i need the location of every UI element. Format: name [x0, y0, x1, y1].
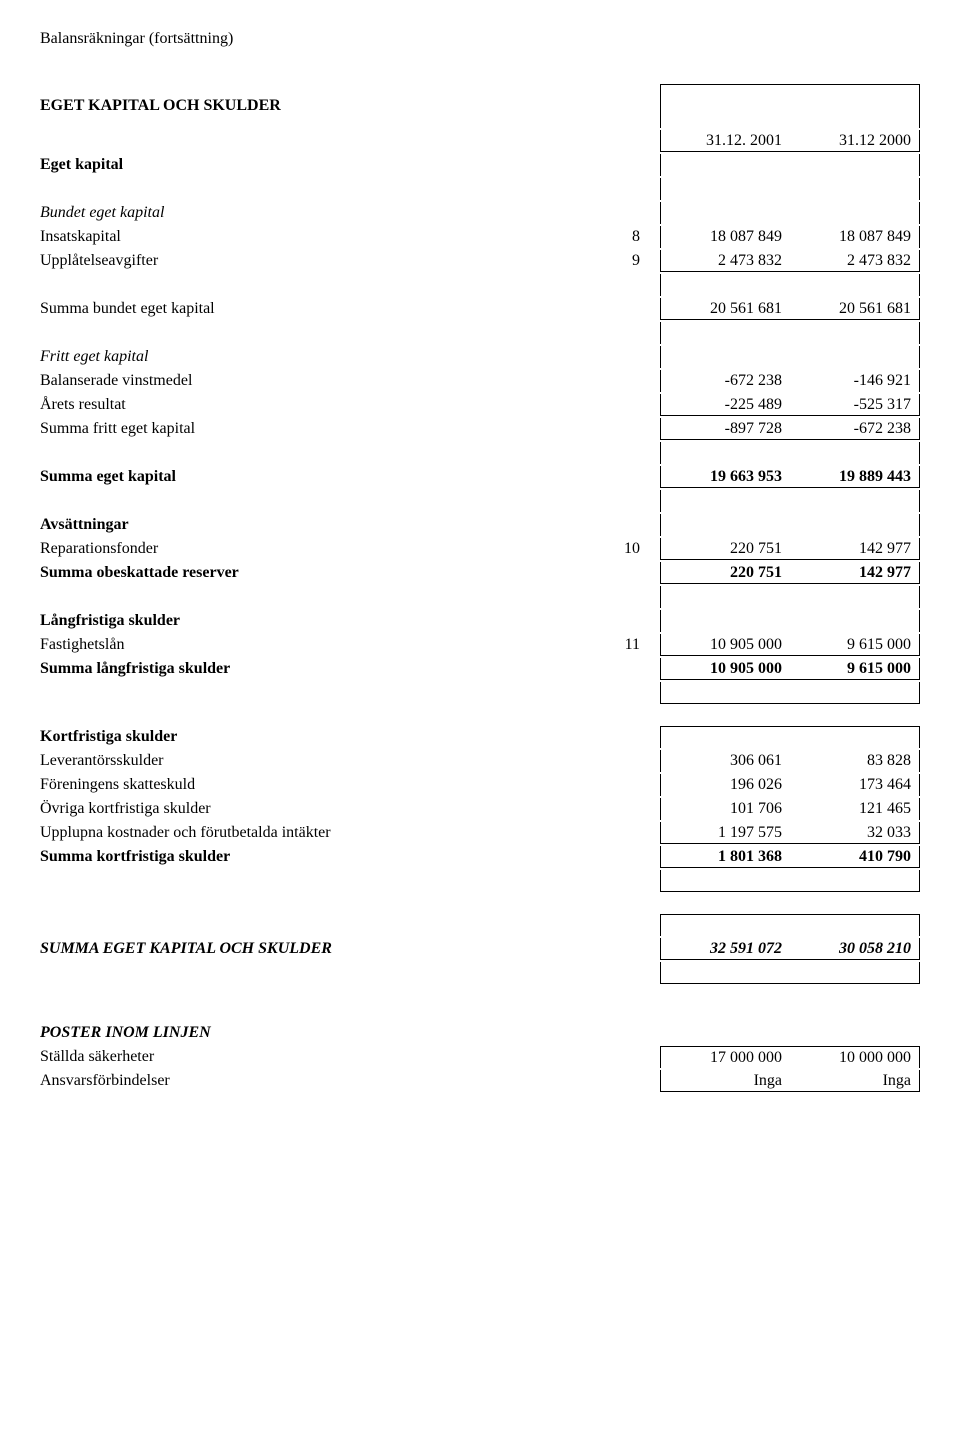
- summa-kortfristiga-row: Summa kortfristiga skulder 1 801 368 410…: [40, 846, 920, 868]
- row-val1: 2 473 832: [660, 250, 790, 272]
- row-val2: 32 033: [790, 822, 920, 844]
- row-val2: 10 000 000: [790, 1046, 920, 1068]
- row-val1: 1 801 368: [660, 846, 790, 868]
- row-val2: -525 317: [790, 394, 920, 416]
- ovriga-kortfr-row: Övriga kortfristiga skulder 101 706 121 …: [40, 798, 920, 820]
- summa-fritt-row: Summa fritt eget kapital -897 728 -672 2…: [40, 418, 920, 440]
- summa-langfristiga-row: Summa långfristiga skulder 10 905 000 9 …: [40, 658, 920, 680]
- row-val1: Inga: [660, 1070, 790, 1092]
- avsattningar-heading: Avsättningar: [40, 514, 600, 536]
- row-note: 11: [600, 634, 660, 656]
- stallda-row: Ställda säkerheter 17 000 000 10 000 000: [40, 1046, 920, 1068]
- row-val2: 9 615 000: [790, 658, 920, 680]
- row-val1: 196 026: [660, 774, 790, 796]
- row-note: 9: [600, 250, 660, 272]
- main-heading-row: EGET KAPITAL OCH SKULDER: [40, 84, 920, 128]
- skatteskuld-row: Föreningens skatteskuld 196 026 173 464: [40, 774, 920, 796]
- row-val1: 17 000 000: [660, 1046, 790, 1068]
- bundet-heading: Bundet eget kapital: [40, 202, 600, 224]
- date-col1: 31.12. 2001: [660, 130, 790, 152]
- avsattningar-heading-row: Avsättningar: [40, 514, 920, 536]
- row-val2: 142 977: [790, 562, 920, 584]
- row-val2: 2 473 832: [790, 250, 920, 272]
- row-label: Upplåtelseavgifter: [40, 250, 600, 272]
- langfristiga-heading: Långfristiga skulder: [40, 610, 600, 632]
- row-label: Balanserade vinstmedel: [40, 370, 600, 392]
- row-val2: 9 615 000: [790, 634, 920, 656]
- summa-eget-kapital-row: Summa eget kapital 19 663 953 19 889 443: [40, 466, 920, 488]
- row-note: 10: [600, 538, 660, 560]
- row-label: Summa kortfristiga skulder: [40, 846, 600, 868]
- main-heading: EGET KAPITAL OCH SKULDER: [40, 84, 600, 128]
- summa-total-row: SUMMA EGET KAPITAL OCH SKULDER 32 591 07…: [40, 938, 920, 960]
- fritt-heading: Fritt eget kapital: [40, 346, 600, 368]
- row-val1: -225 489: [660, 394, 790, 416]
- row-val1: -672 238: [660, 370, 790, 392]
- upplatelseavg-row: Upplåtelseavgifter 9 2 473 832 2 473 832: [40, 250, 920, 272]
- summa-bundet-row: Summa bundet eget kapital 20 561 681 20 …: [40, 298, 920, 320]
- row-val1: 19 663 953: [660, 466, 790, 488]
- row-val2: -146 921: [790, 370, 920, 392]
- row-val2: 19 889 443: [790, 466, 920, 488]
- arets-resultat-row: Årets resultat -225 489 -525 317: [40, 394, 920, 416]
- row-val2: 18 087 849: [790, 226, 920, 248]
- row-val2: 83 828: [790, 750, 920, 772]
- summa-obeskattade-row: Summa obeskattade reserver 220 751 142 9…: [40, 562, 920, 584]
- row-label: Ställda säkerheter: [40, 1046, 600, 1068]
- kortfristiga-heading-row: Kortfristiga skulder: [40, 726, 920, 748]
- insatskapital-row: Insatskapital 8 18 087 849 18 087 849: [40, 226, 920, 248]
- date-col2: 31.12 2000: [790, 130, 920, 152]
- row-val2: -672 238: [790, 418, 920, 440]
- row-label: Föreningens skatteskuld: [40, 774, 600, 796]
- poster-heading: POSTER INOM LINJEN: [40, 1024, 920, 1042]
- row-label: Fastighetslån: [40, 634, 600, 656]
- row-val2: 410 790: [790, 846, 920, 868]
- row-label: Ansvarsförbindelser: [40, 1070, 600, 1092]
- leverantor-row: Leverantörsskulder 306 061 83 828: [40, 750, 920, 772]
- bundet-heading-row: Bundet eget kapital: [40, 202, 920, 224]
- date-header-row: 31.12. 2001 31.12 2000: [40, 130, 920, 152]
- row-label: Summa fritt eget kapital: [40, 418, 600, 440]
- kortfristiga-heading: Kortfristiga skulder: [40, 726, 600, 748]
- row-val2: 20 561 681: [790, 298, 920, 320]
- row-val1: 10 905 000: [660, 634, 790, 656]
- row-val2: 121 465: [790, 798, 920, 820]
- row-label: Årets resultat: [40, 394, 600, 416]
- page-title: Balansräkningar (fortsättning): [40, 30, 920, 48]
- row-label: Reparationsfonder: [40, 538, 600, 560]
- fastighetslan-row: Fastighetslån 11 10 905 000 9 615 000: [40, 634, 920, 656]
- row-val2: 173 464: [790, 774, 920, 796]
- row-label: Insatskapital: [40, 226, 600, 248]
- upplupna-row: Upplupna kostnader och förutbetalda intä…: [40, 822, 920, 844]
- row-val1: 18 087 849: [660, 226, 790, 248]
- row-val1: 220 751: [660, 538, 790, 560]
- eget-kapital-heading-row: Eget kapital: [40, 154, 920, 176]
- row-label: Leverantörsskulder: [40, 750, 600, 772]
- row-val1: 1 197 575: [660, 822, 790, 844]
- balanserade-row: Balanserade vinstmedel -672 238 -146 921: [40, 370, 920, 392]
- row-label: Upplupna kostnader och förutbetalda intä…: [40, 822, 600, 844]
- row-label: SUMMA EGET KAPITAL OCH SKULDER: [40, 938, 600, 960]
- langfristiga-heading-row: Långfristiga skulder: [40, 610, 920, 632]
- row-val2: 142 977: [790, 538, 920, 560]
- row-val1: 20 561 681: [660, 298, 790, 320]
- row-label: Summa obeskattade reserver: [40, 562, 600, 584]
- row-note: 8: [600, 226, 660, 248]
- row-val1: 306 061: [660, 750, 790, 772]
- row-label: Summa bundet eget kapital: [40, 298, 600, 320]
- reparationsfonder-row: Reparationsfonder 10 220 751 142 977: [40, 538, 920, 560]
- row-val1: 10 905 000: [660, 658, 790, 680]
- row-val2: Inga: [790, 1070, 920, 1092]
- row-val1: 32 591 072: [660, 938, 790, 960]
- fritt-heading-row: Fritt eget kapital: [40, 346, 920, 368]
- row-val1: -897 728: [660, 418, 790, 440]
- row-val1: 101 706: [660, 798, 790, 820]
- row-label: Summa eget kapital: [40, 466, 600, 488]
- row-val1: 220 751: [660, 562, 790, 584]
- row-label: Övriga kortfristiga skulder: [40, 798, 600, 820]
- eget-kapital-heading: Eget kapital: [40, 154, 600, 176]
- row-val2: 30 058 210: [790, 938, 920, 960]
- row-label: Summa långfristiga skulder: [40, 658, 600, 680]
- ansvar-row: Ansvarsförbindelser Inga Inga: [40, 1070, 920, 1092]
